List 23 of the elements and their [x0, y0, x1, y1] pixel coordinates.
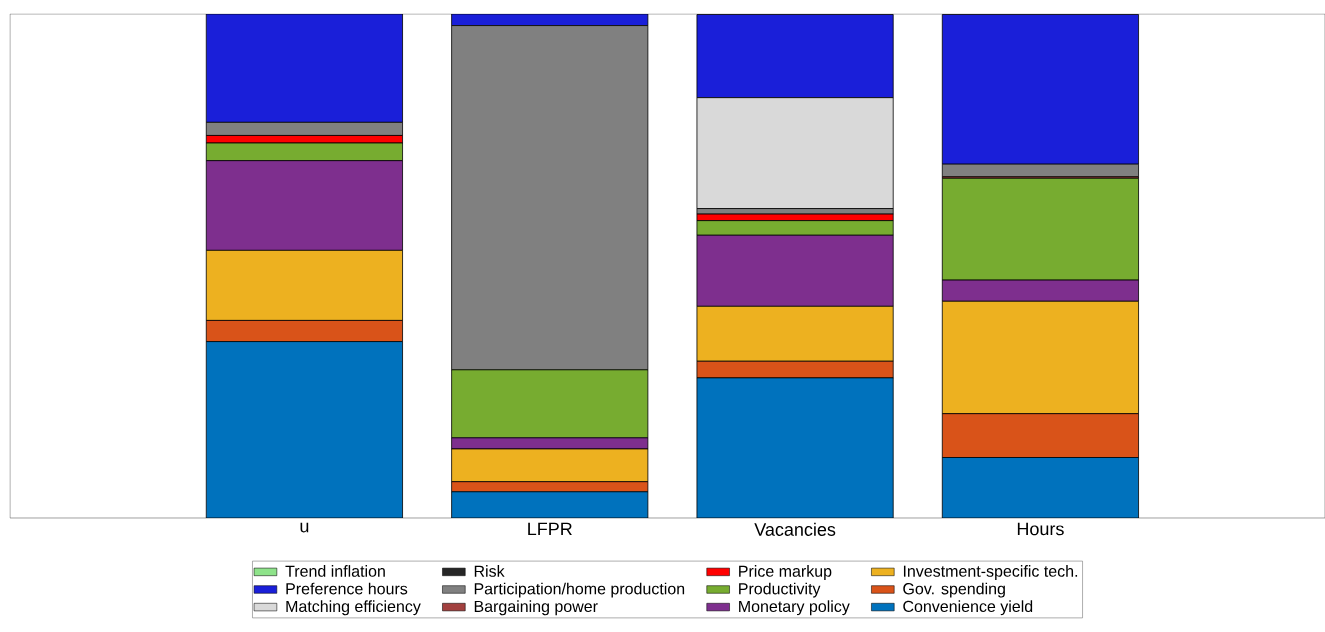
- bar: [941, 457, 1139, 518]
- x-tick-label: u: [300, 522, 309, 533]
- legend-label: Risk: [474, 565, 505, 577]
- bar: [696, 14, 894, 99]
- legend-label: Convenience yield: [903, 600, 1033, 616]
- legend-label: Bargaining power: [474, 600, 598, 616]
- x-tick-label: Vacancies: [754, 522, 836, 536]
- legend-label: Matching efficiency: [286, 600, 421, 616]
- legend-label: Preference hours: [286, 582, 408, 595]
- x-tick-label: LFPR: [528, 522, 572, 536]
- bar: [941, 14, 1139, 165]
- legend-label: Gov. spending: [903, 582, 1005, 598]
- bar: [206, 341, 403, 518]
- legend-label: Investment-specific tech.: [903, 565, 1078, 581]
- legend-label: Monetary policy: [739, 600, 850, 616]
- bar: [451, 491, 649, 518]
- legend-label: Price markup: [739, 565, 832, 581]
- bar: [205, 13, 403, 123]
- legend-label: Productivity: [739, 582, 821, 598]
- legend-label: Trend inflation: [285, 565, 385, 577]
- bar: [696, 377, 894, 518]
- x-tick-label: Hours: [1017, 522, 1064, 536]
- legend-label: Participation/home production: [474, 582, 685, 598]
